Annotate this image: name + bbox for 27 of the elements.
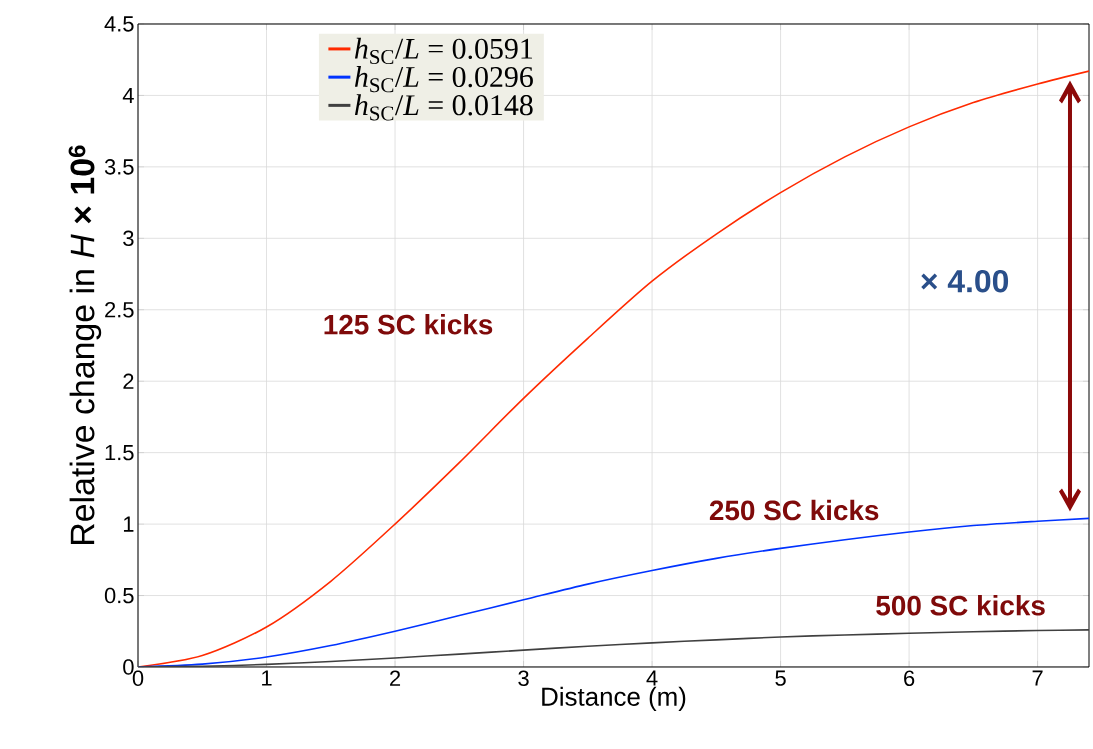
legend-label: h$_{SC}$/L = 0.0296	[354, 66, 533, 93]
y-tick-label: 2	[123, 373, 134, 389]
line-series	[138, 629, 1090, 667]
x-tick-label: 7	[1032, 670, 1043, 686]
legend-label: h$_{SC}$/L = 0.0148	[354, 94, 533, 121]
x-tick-label: 4	[646, 670, 658, 686]
x-tick-label: 1	[262, 670, 272, 686]
annotation: × 4.00	[921, 269, 1009, 293]
legend-label: h$_{SC}$/L = 0.0591	[354, 37, 533, 65]
x-tick-label: 6	[904, 670, 915, 687]
y-tick-label: 4.5	[104, 16, 134, 32]
annotation: 250 SC kicks	[709, 499, 879, 521]
y-tick-label: 1	[123, 516, 134, 532]
annotation: 500 SC kicks	[876, 595, 1045, 616]
text: Relative change in H × 10$^{6}$	[68, 145, 102, 544]
y-tick-label: 2.5	[105, 302, 134, 318]
x-tick-label: 5	[775, 670, 786, 686]
y-tick-label: 1.5	[105, 445, 134, 461]
x-tick-label: 2	[390, 670, 401, 686]
y-tick-label: 0.5	[104, 587, 134, 604]
y-tick-label: 4	[122, 87, 134, 103]
x-tick-label: 3	[518, 670, 529, 687]
y-tick-label: 0	[123, 659, 134, 675]
x-axis-title: Distance (m)	[542, 686, 686, 711]
y-tick-label: 3	[123, 230, 134, 247]
y-tick-label: 3.5	[104, 159, 134, 175]
annotation: 125 SC kicks	[324, 314, 493, 335]
